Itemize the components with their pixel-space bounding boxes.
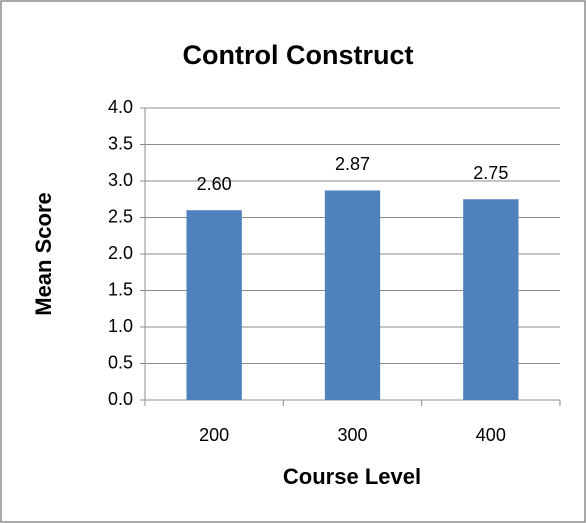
x-tick-label: 300 — [337, 425, 367, 445]
y-tick-label: 1.0 — [108, 316, 133, 336]
x-tick-label: 200 — [199, 425, 229, 445]
x-tick-label: 400 — [476, 425, 506, 445]
y-tick-label: 3.0 — [108, 170, 133, 190]
bar — [324, 190, 381, 400]
data-label: 2.87 — [335, 154, 370, 174]
y-tick-label: 0.0 — [108, 389, 133, 409]
y-tick-label: 4.0 — [108, 97, 133, 117]
y-tick-label: 2.0 — [108, 243, 133, 263]
x-axis-title: Course Level — [283, 464, 421, 489]
data-label: 2.60 — [197, 174, 232, 194]
y-tick-label: 2.5 — [108, 206, 133, 226]
chart-title: Control Construct — [183, 40, 414, 70]
bar — [186, 210, 242, 400]
bar — [463, 199, 519, 400]
data-label: 2.75 — [473, 163, 508, 183]
y-axis-title: Mean Score — [31, 192, 56, 316]
y-tick-label: 0.5 — [108, 352, 133, 372]
y-tick-label: 3.5 — [108, 133, 133, 153]
y-tick-label: 1.5 — [108, 279, 133, 299]
